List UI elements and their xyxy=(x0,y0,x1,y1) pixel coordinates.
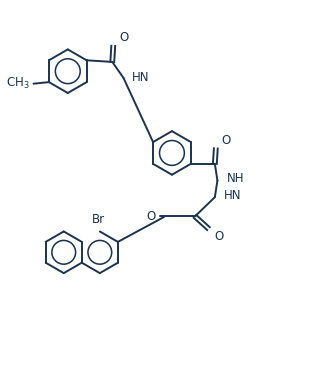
Text: Br: Br xyxy=(92,213,105,226)
Text: O: O xyxy=(146,210,156,223)
Text: CH$_3$: CH$_3$ xyxy=(6,76,30,91)
Text: O: O xyxy=(222,134,231,147)
Text: HN: HN xyxy=(224,189,241,202)
Text: NH: NH xyxy=(226,173,244,185)
Text: O: O xyxy=(119,31,128,44)
Text: O: O xyxy=(214,230,224,243)
Text: HN: HN xyxy=(132,71,150,85)
